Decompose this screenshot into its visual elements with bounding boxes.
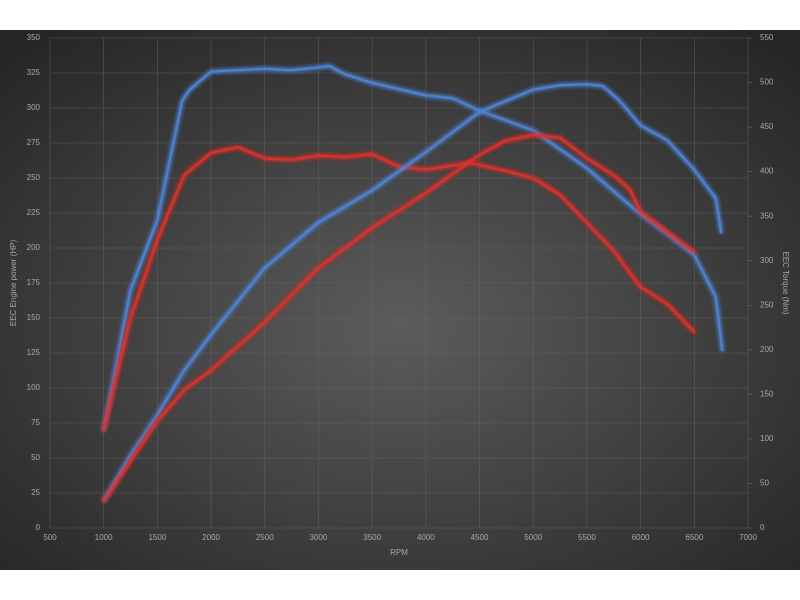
- y-tick-label: 200: [27, 243, 41, 252]
- x-tick-label: 2000: [202, 533, 220, 542]
- x-tick-label: 1500: [148, 533, 166, 542]
- y2-tick-label: 550: [760, 33, 774, 42]
- y-tick-label: 50: [31, 453, 40, 462]
- x-tick-label: 6000: [632, 533, 650, 542]
- y2-tick-label: 300: [760, 256, 774, 265]
- x-tick-label: 4000: [417, 533, 435, 542]
- y-tick-label: 75: [31, 418, 40, 427]
- x-tick-label: 4500: [471, 533, 489, 542]
- series-line: [102, 64, 724, 432]
- y-tick-label: 150: [27, 313, 41, 322]
- y2-tick-label: 250: [760, 300, 774, 309]
- y-tick-label: 325: [27, 68, 41, 77]
- y-axis-title: EEC Engine power (HP): [9, 240, 18, 327]
- y2-tick-label: 350: [760, 211, 774, 220]
- y2-axis-title: EEC Torque (Nm): [781, 252, 790, 315]
- x-tick-label: 7000: [739, 533, 757, 542]
- x-axis-title: RPM: [390, 548, 408, 557]
- y2-tick-label: 0: [760, 523, 765, 532]
- y-tick-label: 250: [27, 173, 41, 182]
- y2-tick-label: 200: [760, 345, 774, 354]
- y-tick-label: 300: [27, 103, 41, 112]
- y2-tick-label: 50: [760, 479, 769, 488]
- x-tick-label: 2500: [256, 533, 274, 542]
- y-tick-label: 100: [27, 383, 41, 392]
- x-tick-label: 6500: [685, 533, 703, 542]
- x-tick-label: 3000: [310, 533, 328, 542]
- y-tick-label: 225: [27, 208, 41, 217]
- x-tick-label: 3500: [363, 533, 381, 542]
- chart-background: [0, 30, 800, 570]
- x-tick-label: 500: [43, 533, 57, 542]
- y-tick-label: 350: [27, 33, 41, 42]
- y2-tick-label: 400: [760, 167, 774, 176]
- series-line: [102, 83, 723, 502]
- y-tick-label: 275: [27, 138, 41, 147]
- x-tick-label: 5000: [524, 533, 542, 542]
- y2-tick-label: 450: [760, 122, 774, 131]
- series-line: [102, 146, 696, 432]
- y-tick-label: 175: [27, 278, 41, 287]
- y2-tick-label: 100: [760, 434, 774, 443]
- y2-tick-label: 150: [760, 389, 774, 398]
- y2-tick-label: 500: [760, 78, 774, 87]
- y-tick-label: 0: [36, 523, 41, 532]
- y-tick-label: 25: [31, 488, 40, 497]
- x-tick-label: 5500: [578, 533, 596, 542]
- x-tick-label: 1000: [95, 533, 113, 542]
- y-tick-label: 125: [27, 348, 41, 357]
- series-line: [102, 133, 696, 503]
